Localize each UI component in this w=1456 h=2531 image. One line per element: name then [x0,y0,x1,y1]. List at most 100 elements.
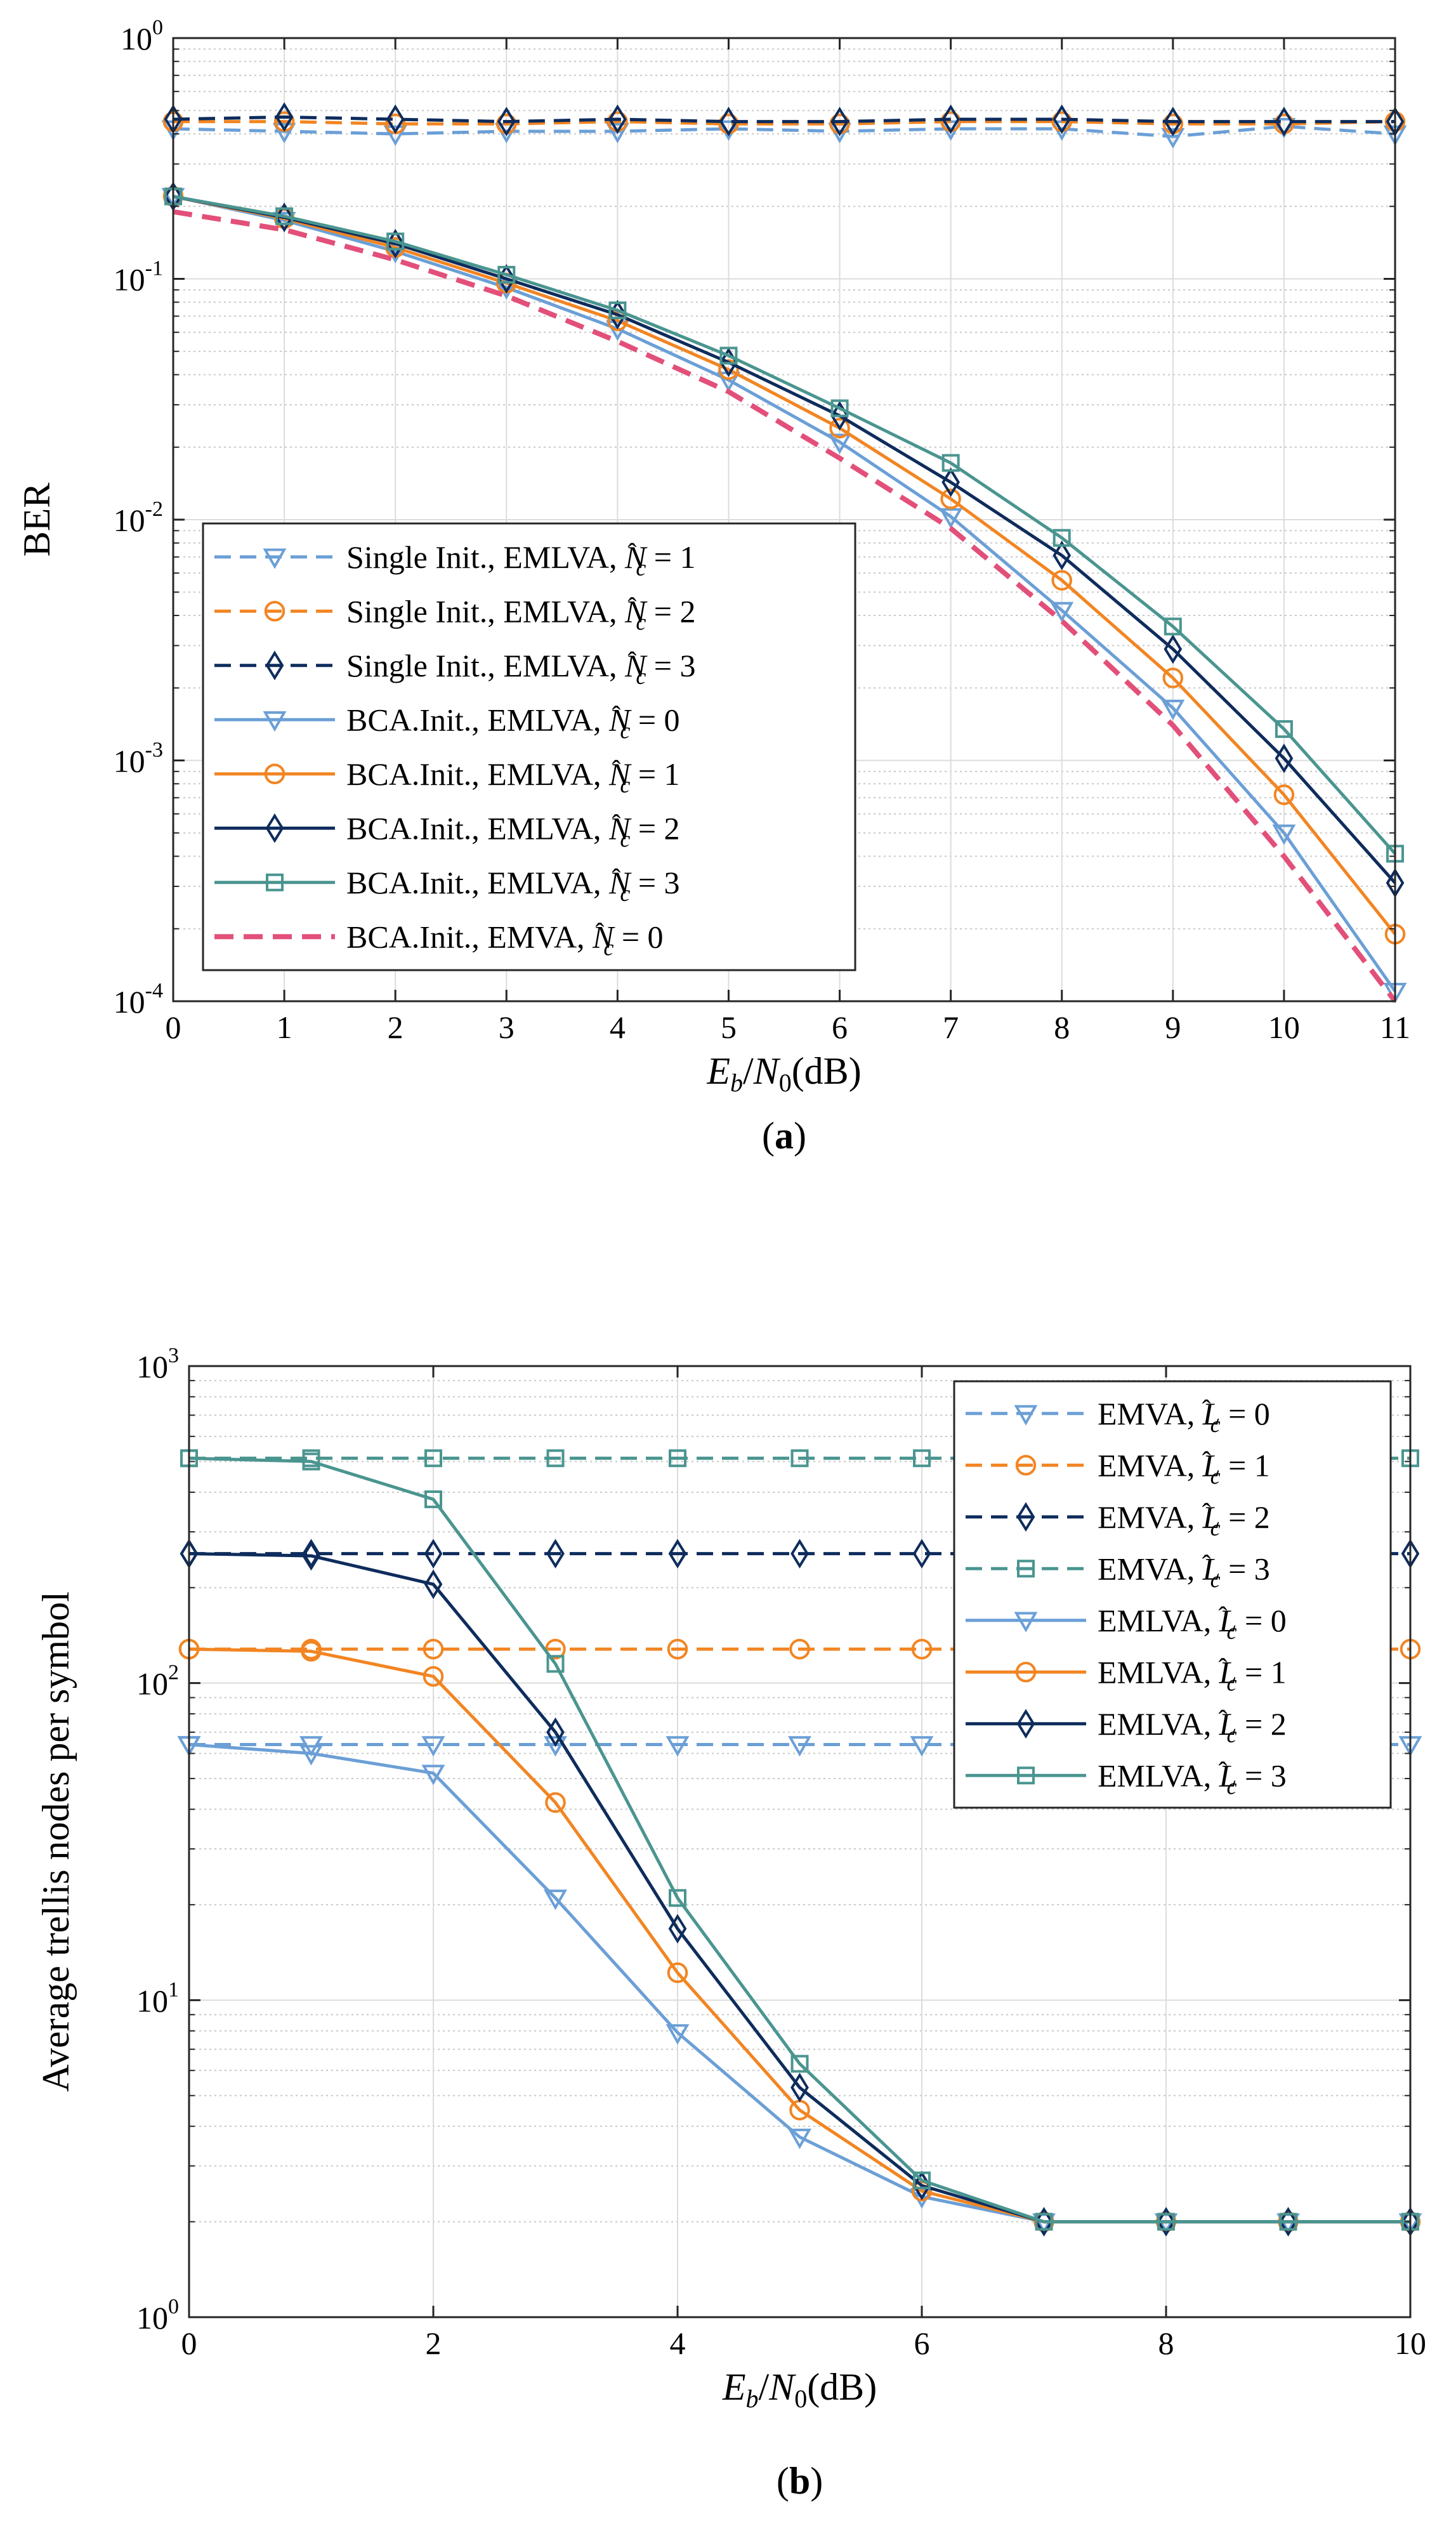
data-point [719,346,738,365]
data-point [386,104,405,135]
legend-box [953,1380,1392,1809]
legend: EMVA, L̂c = 0 EMVA, L̂c = 1 EMVA, L̂c = 2 E… [953,1380,1392,1809]
series-6 [164,181,1405,898]
legend-marker [1017,1766,1035,1785]
data-point [497,107,516,136]
data-point [546,1539,565,1568]
y-tick-label: 101 [136,1978,179,2018]
data-point [790,2054,809,2073]
data-point [421,1736,445,1757]
legend-marker [1015,1662,1037,1683]
legend-label: BCA.Init., EMLVA, N̂c = 2 [346,810,680,851]
data-point [1279,2207,1297,2237]
data-point [941,454,960,472]
data-point [1272,824,1296,845]
data-point [1164,634,1183,664]
data-point [545,1792,566,1813]
x-tick-label: 7 [943,1009,959,1045]
data-point [788,2128,811,2150]
data-point [941,104,960,135]
data-point [1161,699,1185,720]
data-point [299,1745,323,1766]
legend-item-3: EMVA, L̂c = 2 [966,1499,1270,1541]
legend-label: Single Init., EMLVA, N̂c = 1 [346,539,696,581]
legend-label: BCA.Init., EMLVA, N̂c = 1 [346,756,680,798]
data-point [608,301,627,320]
data-point [719,107,738,136]
data-point [940,488,961,509]
x-tick-label: 9 [1165,1009,1181,1045]
data-point [1053,541,1072,570]
x-tick-label: 8 [1158,2325,1174,2361]
data-point [1035,2207,1053,2237]
y-tick-label: 100 [136,2295,179,2336]
legend-label: EMVA, L̂c = 0 [1098,1396,1270,1437]
x-tick-label: 5 [721,1009,737,1045]
legend-item-2: EMVA, L̂c = 1 [966,1447,1270,1489]
legend-item-7: EMLVA, L̂c = 2 [966,1706,1287,1747]
legend-marker [264,763,285,784]
data-point [1275,720,1293,739]
data-point [1050,602,1074,623]
legend-box [202,522,856,971]
legend-label: EMLVA, L̂c = 2 [1098,1706,1287,1747]
x-tick-label: 2 [388,1009,403,1045]
legend-item-7: BCA.Init., EMLVA, N̂c = 3 [214,865,680,906]
data-point [275,102,294,132]
data-point [1053,104,1072,135]
data-point [913,2171,931,2190]
legend-marker [265,650,284,681]
x-tick-label: 4 [670,2325,686,2361]
data-point [301,1641,322,1662]
y-tick-label: 102 [136,1661,179,1702]
data-point [910,1736,934,1757]
data-point [1035,2212,1053,2231]
data-point [386,232,405,251]
legend-label: Single Init., EMLVA, N̂c = 3 [346,648,696,689]
data-point [424,1490,442,1508]
legend-marker [1014,1405,1038,1426]
legend-item-8: BCA.Init., EMVA, N̂c = 0 [214,919,664,960]
legend-label: BCA.Init., EMLVA, N̂c = 3 [346,865,680,906]
data-point [829,417,850,438]
series-line [173,209,1398,1003]
data-point [546,1655,565,1673]
data-point [1164,617,1182,636]
legend-label: EMVA, L̂c = 2 [1098,1499,1270,1541]
series-5 [177,1736,1422,2234]
data-point [1275,743,1294,773]
data-point [1053,529,1071,547]
data-point [717,120,740,141]
data-point [1164,107,1183,136]
data-point [790,1539,809,1568]
legend-item-6: BCA.Init., EMLVA, N̂c = 2 [214,810,680,851]
y-tick-label: 100 [121,16,163,56]
series-line [188,1743,1410,2224]
legend-item-8: EMLVA, L̂c = 3 [966,1758,1287,1799]
data-point [423,1666,444,1687]
data-point [667,1638,688,1660]
data-point [608,299,627,330]
chart-panel-a: 0 1 2 3 4 5 6 7 8 9 10 11 10-4 10-3 10-2 10-1 100 Eb/N0(d… [16,16,1410,1157]
legend-label: EMLVA, L̂c = 1 [1098,1654,1287,1695]
data-point [608,104,627,135]
data-point [1279,2212,1297,2231]
x-tick-label: 10 [1394,2325,1426,2361]
x-tick-label: 0 [166,1009,181,1045]
data-point [830,107,849,136]
data-point [1161,128,1185,149]
legend-item-4: BCA.Init., EMLVA, N̂c = 0 [214,702,680,743]
data-point [1051,570,1072,591]
data-point [830,399,849,417]
data-point [668,1539,687,1568]
data-point [544,1890,567,1910]
data-point [789,1638,810,1660]
data-point [605,122,629,143]
data-point [497,266,516,284]
data-point [667,1962,688,1983]
legend-marker [1015,1455,1037,1476]
data-point [788,1736,811,1757]
data-point [1162,667,1184,688]
data-point [272,122,296,143]
